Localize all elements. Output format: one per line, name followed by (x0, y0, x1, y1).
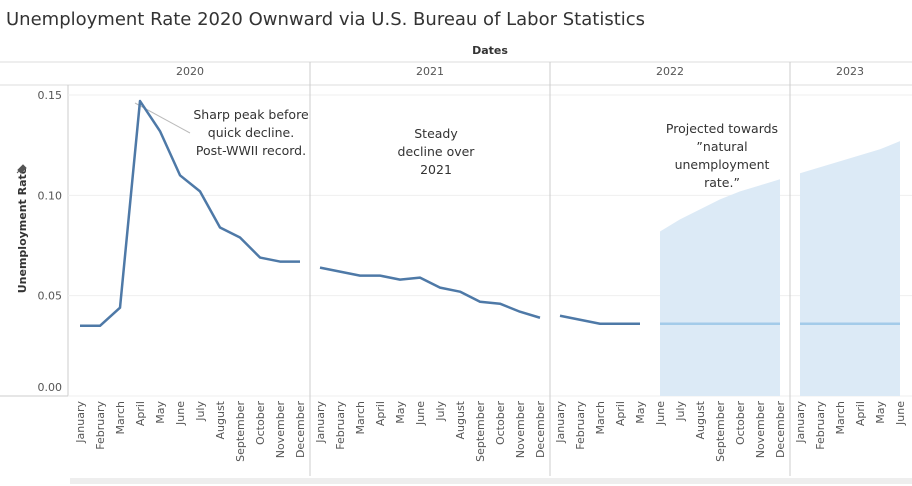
x-tick-label: September (474, 401, 487, 462)
x-tick-label: July (194, 401, 207, 422)
x-tick-label: January (314, 401, 327, 444)
annotation: Sharp peak before quick decline. Post-WWII… (193, 107, 309, 158)
x-tick-label: July (674, 401, 687, 422)
x-tick-label: November (514, 401, 527, 459)
annotation-line: Post-WWII record. (196, 143, 306, 158)
x-tick-label: May (634, 401, 647, 424)
y-tick-label: 0.05 (38, 290, 63, 303)
x-tick-label: January (554, 401, 567, 444)
annotation-line: decline over (398, 144, 476, 159)
x-tick-label: February (574, 401, 587, 450)
x-tick-label: September (714, 401, 727, 462)
x-tick-label: October (254, 401, 267, 445)
projection-band (660, 179, 780, 396)
x-tick-label: April (374, 401, 387, 426)
annotation: Projected towards ”natural unemployment rat… (666, 121, 778, 190)
x-tick-label: October (734, 401, 747, 445)
annotation-line: Steady (414, 126, 458, 141)
chart-title: Unemployment Rate 2020 Ownward via U.S. … (6, 9, 645, 30)
y-axis-label: Unemployment Rate (16, 167, 29, 294)
x-tick-label: August (694, 400, 707, 439)
x-tick-label: December (294, 401, 307, 459)
year-label: 2021 (416, 65, 444, 78)
x-tick-label: February (94, 401, 107, 450)
x-tick-label: December (774, 401, 787, 459)
year-label: 2023 (836, 65, 864, 78)
x-tick-label: June (174, 401, 187, 426)
pin-icon (16, 164, 27, 174)
projection-band (800, 141, 900, 396)
x-tick-label: October (494, 401, 507, 445)
x-tick-label: February (334, 401, 347, 450)
scrollbar (70, 478, 912, 484)
series-line (559, 314, 640, 326)
annotation: Steady decline over 2021 (398, 126, 476, 177)
x-tick-label: September (234, 401, 247, 462)
series-line (319, 266, 541, 319)
x-tick-label: June (894, 401, 907, 426)
x-tick-label: May (154, 401, 167, 424)
annotation-line: ”natural (696, 139, 747, 154)
series-line (80, 99, 300, 328)
x-tick-label: February (814, 401, 827, 450)
y-tick-label: 0.10 (38, 189, 63, 202)
annotation-line: 2021 (420, 162, 452, 177)
x-tick-label: March (594, 401, 607, 435)
x-tick-label: December (534, 401, 547, 459)
y-tick-label: 0.15 (38, 89, 63, 102)
x-tick-label: April (854, 401, 867, 426)
x-tick-label: August (214, 400, 227, 439)
x-tick-label: January (794, 401, 807, 444)
annotation-line: unemployment (675, 157, 770, 172)
x-tick-label: April (134, 401, 147, 426)
x-tick-label: May (874, 401, 887, 424)
x-tick-label: June (654, 401, 667, 426)
x-tick-label: August (454, 400, 467, 439)
annotation-line: Sharp peak before (193, 107, 309, 122)
x-tick-label: November (274, 401, 287, 459)
x-tick-label: March (834, 401, 847, 435)
x-header: Dates (472, 44, 508, 57)
x-tick-label: March (354, 401, 367, 435)
x-tick-label: March (114, 401, 127, 435)
y-tick-label: 0.00 (38, 381, 63, 394)
x-tick-label: January (74, 401, 87, 444)
x-tick-label: June (414, 401, 427, 426)
x-tick-label: April (614, 401, 627, 426)
x-tick-label: July (434, 401, 447, 422)
annotation-line: rate.” (704, 175, 740, 190)
year-label: 2020 (176, 65, 204, 78)
x-tick-label: November (754, 401, 767, 459)
annotation-line: quick decline. (208, 125, 294, 140)
year-label: 2022 (656, 65, 684, 78)
annotation-line: Projected towards (666, 121, 778, 136)
x-tick-label: May (394, 401, 407, 424)
